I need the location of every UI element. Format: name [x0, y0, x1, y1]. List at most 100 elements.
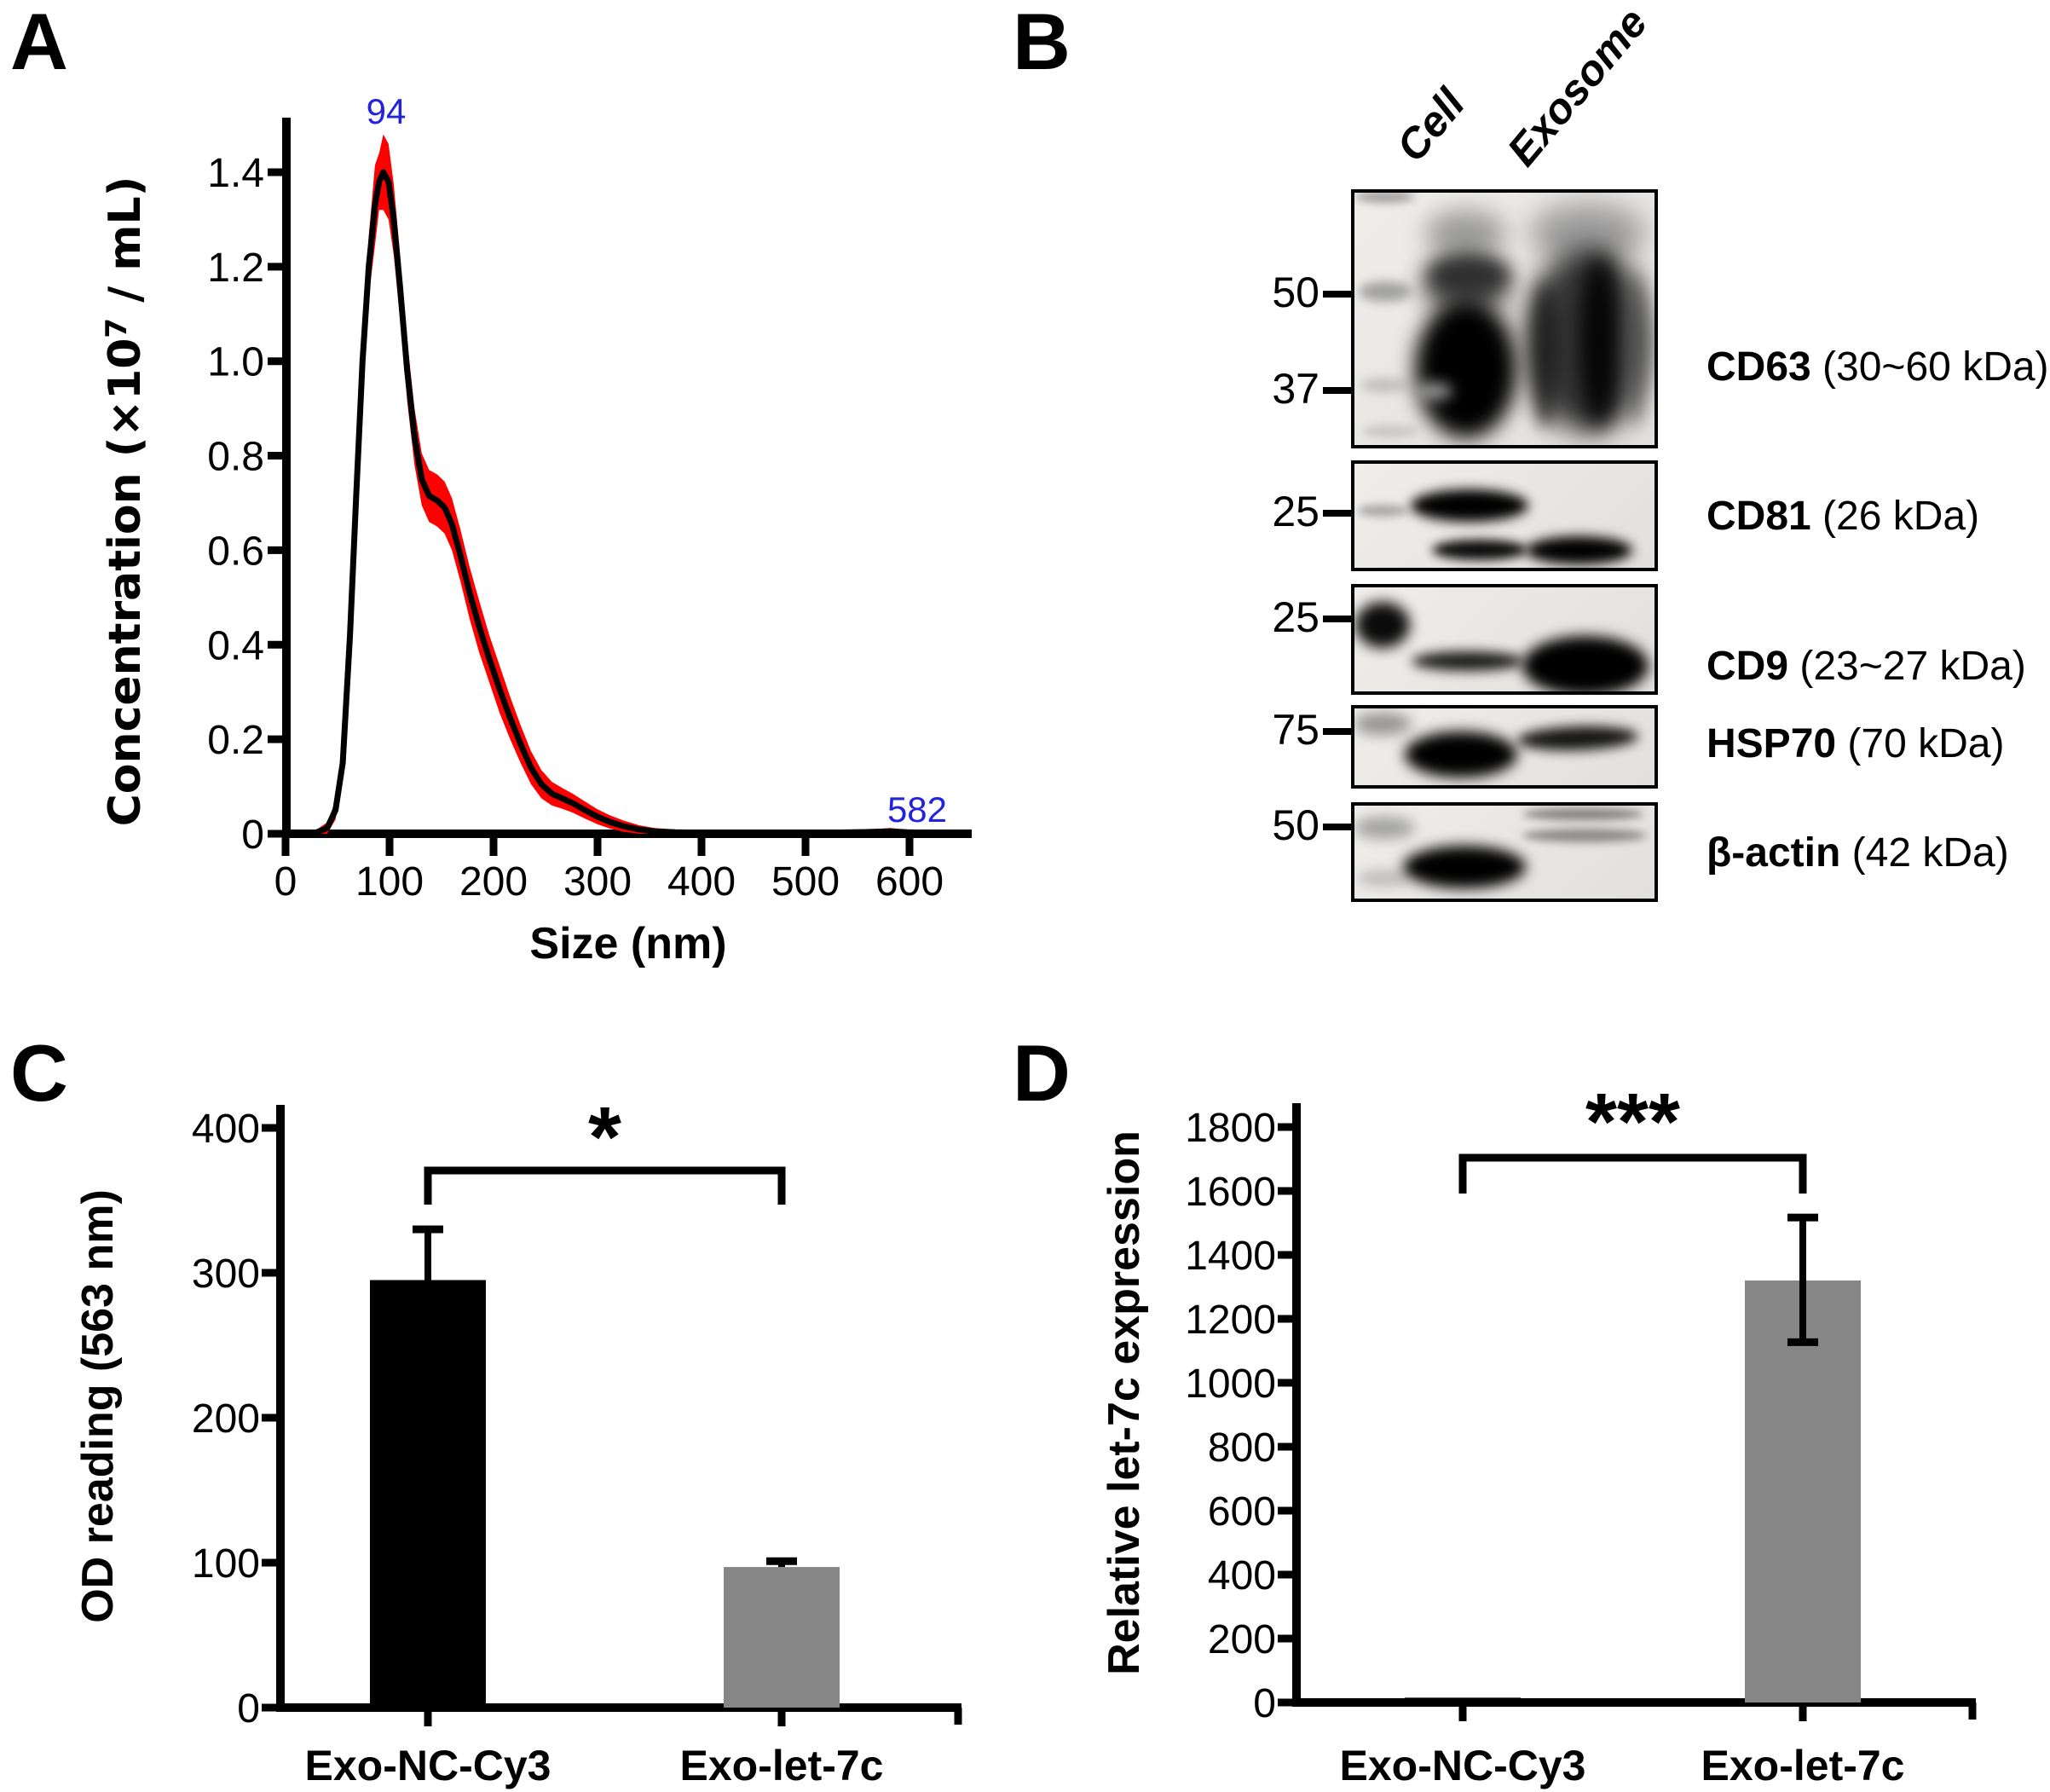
- y-tick-label: 0: [241, 812, 264, 858]
- blot-label-hsp70: HSP70 (70 kDa): [1706, 724, 2004, 765]
- x-tick-label: 0: [274, 859, 297, 905]
- protein-band: [1432, 540, 1527, 560]
- y-tick-label: 0.2: [207, 718, 264, 763]
- y-tick-label: 1400: [1185, 1234, 1276, 1279]
- y-tick-label: 1200: [1185, 1298, 1276, 1343]
- mw-marker-dash: [1323, 291, 1362, 298]
- mw-marker-dash: [1323, 728, 1362, 735]
- x-tick-label: 100: [355, 859, 424, 905]
- protein-size: (30~60 kDa): [1810, 344, 2049, 390]
- category-label: Exo-NC-Cy3: [1340, 1742, 1586, 1789]
- protein-band: [1412, 651, 1524, 671]
- protein-band: [1425, 210, 1506, 257]
- y-tick-label: 1800: [1185, 1106, 1276, 1151]
- y-ticks: 0 100 200 300 400: [192, 1107, 280, 1731]
- significance-stars: ***: [1585, 1077, 1680, 1167]
- protein-band: [1354, 817, 1415, 839]
- x-tick-label: 300: [563, 859, 632, 905]
- mw-marker-label: 50: [1272, 269, 1320, 316]
- bar-exo-let-7c: [724, 1567, 840, 1708]
- category-label: Exo-NC-Cy3: [305, 1742, 551, 1789]
- bar-exo-nc-cy3: [370, 1280, 486, 1708]
- protein-band: [1625, 271, 1645, 426]
- mw-marker-dash: [1323, 824, 1362, 830]
- panel-b-label: B: [1013, 0, 1071, 86]
- protein-name: CD63: [1706, 344, 1811, 390]
- protein-band: [1354, 713, 1412, 735]
- x-tick-label: 400: [667, 859, 736, 905]
- protein-band: [1411, 489, 1528, 522]
- y-tick-label: 100: [192, 1541, 260, 1587]
- panel-c-label: C: [10, 1028, 68, 1118]
- bar-exo-nc-cy3: [1405, 1697, 1521, 1702]
- mw-marker-dash: [1323, 387, 1362, 394]
- protein-size: (26 kDa): [1810, 494, 1980, 539]
- y-tick-label: 300: [192, 1252, 260, 1297]
- bar-exo-let-7c: [1745, 1280, 1861, 1702]
- protein-size: (70 kDa): [1836, 721, 2005, 766]
- y-tick-label: 0.4: [207, 623, 264, 668]
- y-axis-title: OD reading (563 nm): [73, 1189, 123, 1623]
- x-tick-label: 600: [875, 859, 944, 905]
- y-ticks: 0 200 400 600 800 1000 1200 1400 1600 1800: [1185, 1106, 1296, 1726]
- y-tick-label: 0.6: [207, 529, 264, 574]
- protein-band: [1355, 193, 1415, 203]
- x-tick-label: 500: [771, 859, 840, 905]
- protein-name: β-actin: [1706, 830, 1841, 876]
- y-tick-label: 400: [1208, 1553, 1276, 1598]
- protein-band: [1579, 254, 1620, 428]
- blot-image-β-actin: [1351, 802, 1658, 902]
- protein-band: [1360, 379, 1407, 392]
- mean-curve: [305, 169, 968, 837]
- y-tick-label: 0: [237, 1686, 260, 1731]
- protein-band: [1357, 870, 1410, 887]
- category-label: Exo-let-7c: [680, 1742, 884, 1789]
- protein-band: [1355, 602, 1410, 648]
- mw-marker-label: 25: [1272, 488, 1320, 535]
- y-tick-label: 0.8: [207, 435, 264, 480]
- y-tick-label: 1.2: [207, 246, 264, 291]
- protein-band: [1405, 731, 1517, 777]
- protein-band: [1526, 536, 1632, 564]
- protein-size: (23~27 kDa): [1788, 644, 2026, 689]
- protein-name: CD9: [1706, 644, 1789, 689]
- mw-marker-label: 37: [1272, 365, 1320, 413]
- mw-marker-label: 75: [1272, 706, 1320, 754]
- axes: [1292, 1103, 1977, 1720]
- mw-marker-dash: [1323, 616, 1362, 622]
- y-tick-label: 200: [192, 1396, 260, 1442]
- panel-d-label: D: [1013, 1028, 1071, 1118]
- protein-name: HSP70: [1706, 721, 1837, 766]
- peak-label-94: 94: [367, 91, 407, 131]
- blot-image-cd9: [1351, 584, 1658, 695]
- blot-label-cd81: CD81 (26 kDa): [1706, 496, 1979, 537]
- protein-name: CD81: [1706, 494, 1811, 539]
- significance-stars: *: [588, 1090, 621, 1185]
- x-ticks: 0 100 200 300 400 500 600: [274, 838, 944, 905]
- y-tick-label: 200: [1208, 1617, 1276, 1662]
- protein-band: [1357, 505, 1408, 517]
- y-ticks: 0 0.2 0.4 0.6 0.8 1.0 1.2 1.4: [207, 151, 286, 858]
- blot-label-cd9: CD9 (23~27 kDa): [1706, 646, 2026, 687]
- protein-band: [1533, 281, 1558, 428]
- y-tick-label: 400: [192, 1107, 260, 1152]
- y-tick-label: 600: [1208, 1489, 1276, 1535]
- y-tick-label: 800: [1208, 1425, 1276, 1471]
- y-tick-label: 1.0: [207, 340, 264, 385]
- category-label: Exo-let-7c: [1701, 1742, 1905, 1789]
- x-axis-title: Size (nm): [529, 919, 726, 968]
- panel-a-label: A: [10, 0, 68, 86]
- significance-bracket: [1458, 1153, 1807, 1194]
- protein-band: [1362, 425, 1418, 438]
- mw-marker-label: 25: [1272, 593, 1320, 641]
- y-tick-label: 1600: [1185, 1170, 1276, 1215]
- protein-band: [1359, 281, 1412, 302]
- blot-label-β-actin: β-actin (42 kDa): [1706, 833, 2009, 874]
- blot-label-cd63: CD63 (30~60 kDa): [1706, 347, 2049, 388]
- y-tick-label: 1.4: [207, 151, 264, 196]
- mw-marker-label: 50: [1272, 801, 1320, 849]
